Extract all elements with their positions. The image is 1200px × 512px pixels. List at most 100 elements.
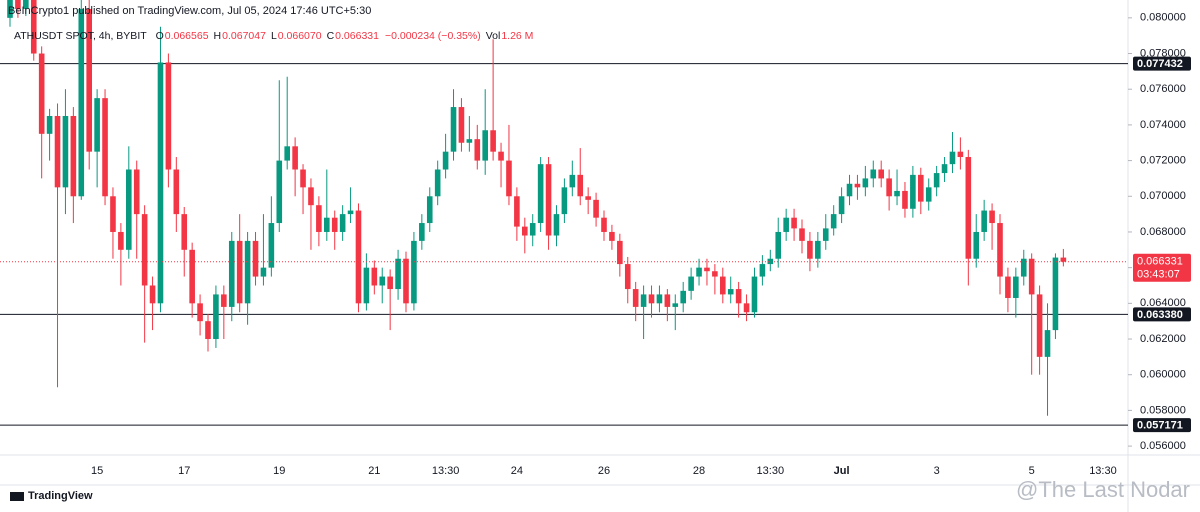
x-tick-label: 13:30 <box>432 465 460 477</box>
candle-body <box>126 169 132 250</box>
legend-value: 0.066565 <box>164 30 209 42</box>
candle-body <box>569 174 576 188</box>
candle-body <box>30 0 37 54</box>
candle-body <box>490 130 496 152</box>
candle-body <box>799 228 805 241</box>
candle-body <box>767 258 774 265</box>
candle-body <box>387 276 393 290</box>
y-tick-label: 0.080000 <box>1140 12 1186 24</box>
candle-body <box>870 169 877 179</box>
symbol: ATHUSDT SPOT, 4h, BYBIT <box>14 30 147 42</box>
y-tick-label: 0.078000 <box>1140 47 1186 59</box>
candle-body <box>1036 294 1043 357</box>
candle-body <box>680 290 686 304</box>
level-label: 0.077432 <box>1137 58 1183 70</box>
candle-body <box>910 174 916 209</box>
legend-value: 0.066070 <box>277 30 322 42</box>
legend-value: −0.000234 (−0.35%) <box>384 30 481 42</box>
candle-body <box>339 214 346 232</box>
candle-body <box>1020 258 1027 277</box>
legend-key: L <box>270 30 277 42</box>
candle-body <box>727 289 734 295</box>
candle-body <box>379 276 386 286</box>
candle-body <box>165 62 172 170</box>
candle-body <box>807 240 813 259</box>
x-tick-label: 28 <box>693 465 705 477</box>
candle-body <box>498 151 504 161</box>
candle-body <box>213 294 219 340</box>
candle-body <box>419 223 425 241</box>
legend-key: H <box>213 30 222 42</box>
y-tick-label: 0.060000 <box>1140 369 1186 381</box>
candle-body <box>316 205 322 232</box>
candle-body <box>783 217 789 232</box>
candle-body <box>1044 330 1051 357</box>
candle-body <box>260 267 267 277</box>
candle-body <box>529 223 536 236</box>
candle-body <box>624 264 631 290</box>
last-price-label: 0.066331 <box>1137 256 1183 268</box>
x-tick-label: Jul <box>834 465 850 477</box>
candle-body <box>506 160 512 197</box>
candle-body <box>363 267 370 304</box>
candle-body <box>941 164 948 174</box>
x-tick-label: 13:30 <box>757 465 785 477</box>
candle-body <box>704 267 710 272</box>
y-tick-label: 0.062000 <box>1140 333 1186 345</box>
candle-body <box>981 210 987 232</box>
candle-body <box>593 199 599 218</box>
candle-body <box>23 0 29 9</box>
footer-text: TradingView <box>28 490 93 502</box>
candle-body <box>450 107 457 152</box>
candle-body <box>236 240 243 304</box>
candle-body <box>371 267 378 286</box>
candle-body <box>70 115 77 197</box>
x-tick-label: 5 <box>1029 465 1035 477</box>
candle-body <box>133 169 140 215</box>
candle-body <box>925 187 932 202</box>
candle-body <box>482 130 488 161</box>
countdown-label: 03:43:07 <box>1137 269 1180 281</box>
candle-body <box>617 240 623 265</box>
candle-body <box>324 217 330 232</box>
candle-body <box>577 174 584 197</box>
candle-body <box>846 183 853 197</box>
candle-body <box>292 146 298 170</box>
candle-body <box>7 0 13 18</box>
candle-body <box>38 53 45 134</box>
x-tick-label: 17 <box>178 465 190 477</box>
candle-body <box>696 267 702 277</box>
candle-body <box>751 276 758 313</box>
candle-body <box>672 303 679 307</box>
candle-body <box>688 276 694 291</box>
x-tick-label: 3 <box>934 465 940 477</box>
y-tick-label: 0.056000 <box>1140 440 1186 452</box>
candle-body <box>46 115 53 134</box>
candle-body <box>110 196 116 232</box>
candle-body <box>640 294 647 307</box>
candle-body <box>102 98 108 197</box>
candle-body <box>656 294 663 304</box>
candle-body <box>720 276 726 295</box>
candle-body <box>86 8 92 152</box>
candle-body <box>743 303 750 313</box>
candle-body <box>973 231 980 259</box>
y-tick-label: 0.074000 <box>1140 119 1186 131</box>
legend-key: Vol <box>485 30 501 42</box>
candle-body <box>442 151 449 170</box>
candle-body <box>157 62 164 304</box>
candle-body <box>965 157 972 259</box>
candle-body <box>989 210 995 224</box>
candle-body <box>54 115 61 188</box>
candle-body <box>411 240 417 304</box>
candle-body <box>886 178 892 197</box>
candle-body <box>1028 258 1035 295</box>
candle-body <box>141 214 148 286</box>
candle-body <box>15 0 21 9</box>
candle-body <box>553 214 560 236</box>
x-tick-label: 26 <box>598 465 610 477</box>
candle-body <box>609 231 615 241</box>
candle-body <box>173 169 180 215</box>
level-label: 0.063380 <box>1137 309 1183 321</box>
candle-body <box>181 214 188 250</box>
